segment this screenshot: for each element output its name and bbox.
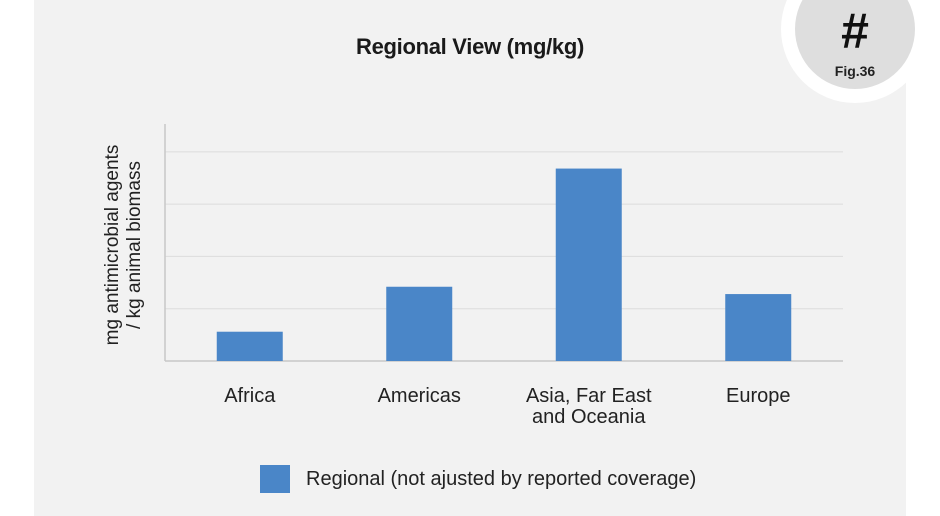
- x-tick-label-2: Asia, Far East and Oceania: [526, 385, 652, 428]
- x-tick-label-line: Africa: [224, 385, 276, 407]
- bar-2: [555, 168, 622, 361]
- x-tick-label-line: and Oceania: [532, 406, 646, 428]
- figure-number: Fig.36: [834, 63, 876, 79]
- bar-0: [216, 331, 283, 361]
- figure-panel: [34, 0, 906, 516]
- bar-1: [386, 286, 453, 361]
- legend: Regional (not ajusted by reported covera…: [260, 465, 696, 493]
- figure-badge-circle: # Fig.36: [795, 0, 915, 89]
- x-tick-label-line: Americas: [378, 385, 461, 407]
- chart-title: Regional View (mg/kg): [356, 34, 584, 59]
- x-tick-label-0: Africa: [224, 385, 276, 407]
- x-tick-label-3: Europe: [726, 385, 791, 407]
- x-tick-label-line: Europe: [726, 385, 791, 407]
- legend-label: Regional (not ajusted by reported covera…: [306, 467, 697, 490]
- bar-3: [725, 294, 792, 361]
- x-tick-label-1: Americas: [378, 385, 461, 407]
- hash-icon: #: [841, 3, 869, 59]
- legend-swatch: [260, 465, 290, 493]
- x-tick-label-line: Asia, Far East: [526, 385, 652, 407]
